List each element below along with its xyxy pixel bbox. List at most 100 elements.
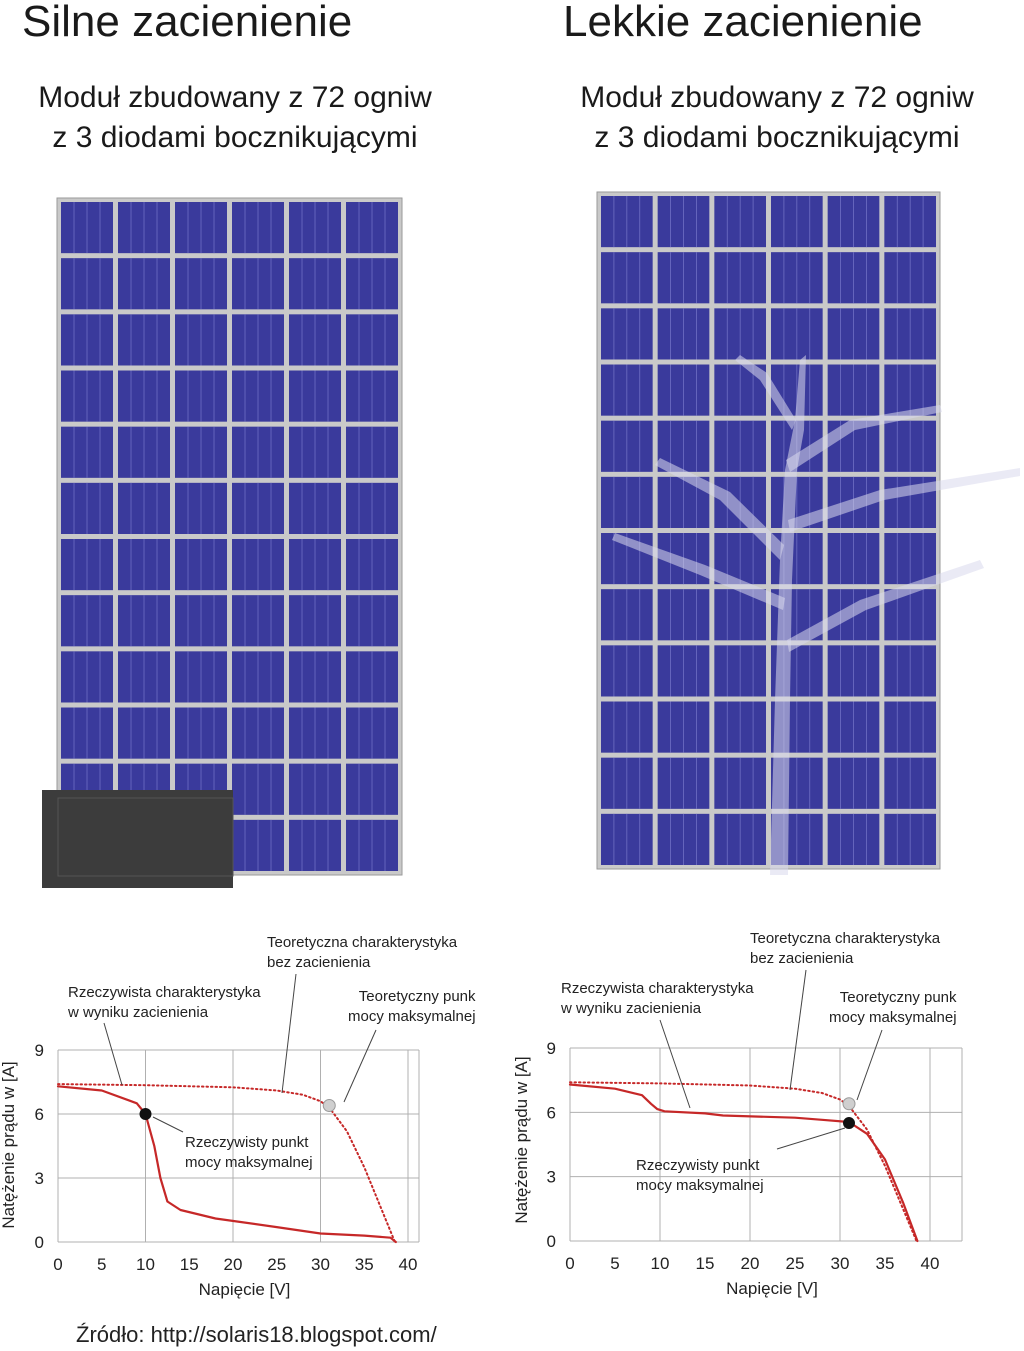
left-panel-cell (175, 482, 227, 534)
left-panel-cell (175, 258, 227, 310)
left-panel-cell (346, 763, 398, 815)
left-panel-cell (61, 426, 113, 478)
left-label-real-point: Rzeczywisty punkt mocy maksymalnej (185, 1133, 313, 1173)
left-panel-cell (346, 595, 398, 647)
left-actual-mpp (139, 1108, 152, 1120)
left-ytick: 9 (35, 1041, 44, 1060)
left-panel-cell (346, 314, 398, 366)
right-label-real-point-line2: mocy maksymalnej (636, 1177, 764, 1194)
right-xtick: 40 (921, 1254, 940, 1273)
left-panel-cell (232, 202, 284, 254)
right-theoretical-mpp (842, 1097, 856, 1111)
left-panel-cell (61, 370, 113, 422)
left-subtitle: Moduł zbudowany z 72 ogniw z 3 diodami b… (0, 78, 470, 158)
right-panel-cell (884, 252, 936, 304)
right-subtitle-line1: Moduł zbudowany z 72 ogniw (580, 81, 974, 114)
left-label-theo-point-line2: mocy maksymalnej (348, 1008, 476, 1025)
left-xtick: 30 (311, 1255, 330, 1274)
right-panel-cell (827, 757, 880, 809)
right-ytick: 9 (547, 1039, 556, 1058)
right-panel-cell (771, 308, 823, 360)
right-panel-cell (657, 645, 710, 697)
left-panel-cell (346, 426, 398, 478)
right-actual-mpp (843, 1117, 855, 1130)
left-panel-cell (232, 595, 284, 647)
right-label-theo-point-line1: Teoretyczny punk (839, 989, 957, 1006)
left-panel-cell (289, 426, 341, 478)
right-label-real-point-line1: Rzeczywisty punkt (636, 1157, 760, 1174)
leader-theoretical (281, 973, 297, 1094)
right-subtitle-line2: z 3 diodami bocznikującymi (594, 121, 960, 154)
right-panel-cell (657, 701, 710, 753)
left-panel-cell (118, 202, 170, 254)
right-xtick: 10 (651, 1254, 670, 1273)
left-panel-cell (232, 482, 284, 534)
right-title: Lekkie zacienienie (563, 0, 923, 46)
right-curve-actual (568, 1083, 919, 1243)
right-panel-cell (884, 308, 936, 360)
left-xtick: 10 (136, 1255, 155, 1274)
right-xtick: 35 (876, 1254, 895, 1273)
left-panel-cell (175, 370, 227, 422)
right-label-theo-point-line2: mocy maksymalnej (829, 1009, 957, 1026)
right-panel-cell (714, 757, 766, 809)
right-panel-cell (884, 813, 936, 865)
left-panel-cell (61, 258, 113, 310)
left-label-real-point-line2: mocy maksymalnej (185, 1154, 313, 1171)
right-panel-cell (827, 308, 880, 360)
left-title: Silne zacienienie (22, 0, 353, 46)
left-label-actual-line1: Rzeczywista charakterystyka (68, 984, 261, 1001)
left-panel-cell (175, 314, 227, 366)
right-panel-cell (827, 813, 880, 865)
left-panel-cell (289, 314, 341, 366)
right-panel-cell (884, 645, 936, 697)
tree-branch (655, 458, 784, 560)
leader-actual (659, 1019, 691, 1109)
left-subtitle-line1: Moduł zbudowany z 72 ogniw (38, 81, 432, 114)
right-ytick: 3 (547, 1168, 556, 1187)
right-label-theoretical-line1: Teoretyczna charakterystyka (750, 930, 941, 947)
right-panel-cell (657, 308, 710, 360)
left-panel-cell (289, 707, 341, 759)
right-panel-cell (884, 701, 936, 753)
left-panel-cell (289, 370, 341, 422)
left-xlabel: Napięcie [V] (199, 1280, 291, 1299)
right-panel-cell (601, 813, 653, 865)
left-label-theo-point-line1: Teoretyczny punk (358, 988, 476, 1005)
right-panel-cell (884, 533, 936, 585)
left-xtick: 35 (355, 1255, 374, 1274)
left-panel-cell (61, 202, 113, 254)
right-panel-cell (771, 196, 823, 248)
right-panel-cell (601, 252, 653, 304)
source-credit: Źródło: http://solaris18.blogspot.com/ (76, 1322, 437, 1347)
left-panel-cell (175, 707, 227, 759)
left-panel-cell (118, 707, 170, 759)
left-panel-cell (118, 258, 170, 310)
left-panel-cell (289, 651, 341, 703)
left-panel-cell (232, 258, 284, 310)
left-label-actual-line2: w wyniku zacienienia (68, 1004, 209, 1021)
left-panel-cell (118, 482, 170, 534)
right-subtitle: Moduł zbudowany z 72 ogniw z 3 diodami b… (532, 78, 1022, 158)
tree-branch (787, 560, 984, 652)
left-panel-cell (61, 539, 113, 591)
right-ylabel: Natężenie prądu w [A] (512, 1056, 531, 1223)
right-panel-cell (657, 364, 710, 416)
left-panel-cell (175, 651, 227, 703)
solar-panels (42, 191, 1020, 888)
leader-theo-point (856, 1029, 883, 1101)
left-xtick: 15 (180, 1255, 199, 1274)
right-grid (569, 1047, 963, 1242)
right-panel-cell (657, 757, 710, 809)
left-label-theoretical: Teoretyczna charakterystyka bez zacienie… (267, 933, 457, 973)
tree-branch (788, 468, 1020, 532)
tree-shadow (612, 355, 1020, 875)
leader-real-point (776, 1127, 846, 1150)
right-panel-cell (601, 308, 653, 360)
left-panel-cell (289, 763, 341, 815)
left-panel-cell (232, 426, 284, 478)
right-xtick: 30 (831, 1254, 850, 1273)
left-xtick: 20 (224, 1255, 243, 1274)
right-panel-cell (827, 252, 880, 304)
